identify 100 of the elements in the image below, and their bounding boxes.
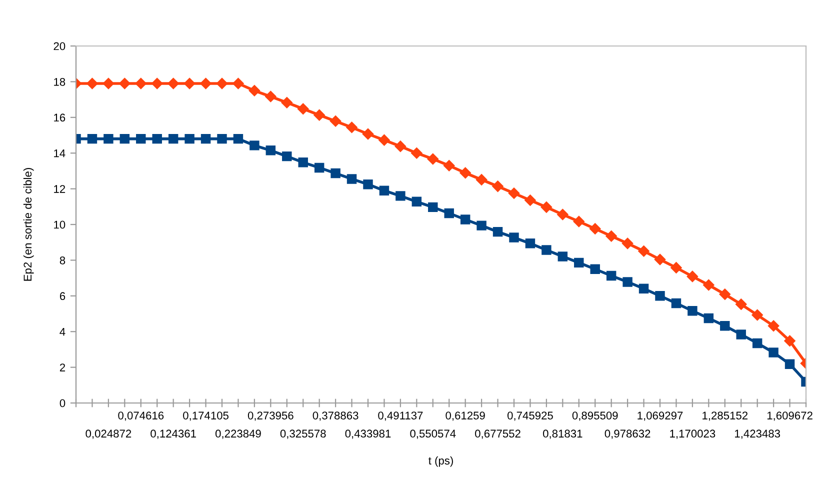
point bbox=[768, 320, 780, 332]
point bbox=[508, 188, 520, 199]
point bbox=[736, 330, 746, 340]
point bbox=[379, 186, 390, 196]
x-tick-label: 0,325578 bbox=[280, 430, 326, 439]
point bbox=[719, 288, 730, 300]
point bbox=[412, 196, 422, 207]
point bbox=[606, 230, 617, 242]
point bbox=[460, 214, 470, 224]
point bbox=[184, 78, 196, 90]
point bbox=[298, 158, 308, 168]
point bbox=[378, 134, 390, 146]
y-axis-title: Ep2 (en sortie de cible) bbox=[23, 168, 34, 281]
point bbox=[525, 238, 536, 248]
point bbox=[87, 134, 98, 144]
x-tick-label: 0,745925 bbox=[507, 412, 553, 421]
point bbox=[330, 116, 342, 127]
x-tick-label: 1,069297 bbox=[638, 412, 683, 421]
point bbox=[573, 216, 584, 228]
point bbox=[200, 78, 212, 90]
point bbox=[736, 298, 747, 310]
y-tick-label: 6 bbox=[60, 292, 66, 300]
y-tick-label: 8 bbox=[60, 256, 66, 264]
point bbox=[250, 140, 260, 150]
y-tick-label: 14 bbox=[54, 149, 66, 158]
point bbox=[509, 232, 519, 242]
point bbox=[346, 174, 357, 184]
x-tick-label: 0,81831 bbox=[543, 430, 582, 439]
y-tick-label: 16 bbox=[54, 114, 66, 122]
point bbox=[362, 128, 374, 140]
y-tick-label: 2 bbox=[60, 364, 66, 372]
point bbox=[152, 134, 162, 144]
point bbox=[557, 208, 568, 220]
point bbox=[428, 202, 438, 212]
point bbox=[654, 254, 666, 266]
x-tick-label: 0,433981 bbox=[345, 430, 391, 439]
point bbox=[232, 78, 244, 90]
point bbox=[622, 277, 632, 287]
point bbox=[768, 348, 778, 358]
point bbox=[411, 147, 422, 159]
y-tick-label: 10 bbox=[54, 220, 66, 229]
x-tick-label: 0,024872 bbox=[86, 430, 132, 439]
point bbox=[265, 90, 276, 102]
y-tick-label: 4 bbox=[60, 328, 66, 336]
point bbox=[444, 208, 454, 218]
x-tick-label: 0,273956 bbox=[248, 412, 294, 421]
point bbox=[688, 306, 698, 316]
point bbox=[638, 245, 650, 257]
point bbox=[427, 153, 438, 165]
point bbox=[394, 140, 406, 152]
point bbox=[346, 122, 358, 133]
x-tick-label: 1,170023 bbox=[670, 430, 716, 439]
point bbox=[638, 284, 649, 294]
point bbox=[720, 321, 730, 331]
x-tick-label: 0,677552 bbox=[475, 430, 520, 439]
point bbox=[606, 270, 616, 281]
point bbox=[168, 78, 179, 90]
point bbox=[102, 78, 114, 90]
point bbox=[248, 85, 260, 96]
point bbox=[396, 191, 406, 201]
point bbox=[670, 262, 682, 274]
point bbox=[460, 167, 471, 179]
point bbox=[282, 151, 292, 162]
point bbox=[444, 160, 455, 172]
point bbox=[281, 96, 292, 108]
point bbox=[266, 146, 276, 156]
y-tick-label: 0 bbox=[60, 399, 66, 408]
point bbox=[752, 309, 763, 321]
point bbox=[671, 298, 682, 308]
x-axis-title: t (ps) bbox=[428, 456, 453, 467]
x-tick-label: 0,61259 bbox=[446, 412, 485, 421]
point bbox=[524, 194, 536, 206]
point bbox=[590, 264, 600, 274]
point bbox=[152, 78, 163, 90]
point bbox=[752, 338, 762, 348]
x-tick-label: 0,978632 bbox=[604, 430, 650, 439]
y-tick-label: 20 bbox=[54, 42, 66, 50]
x-tick-label: 1,423483 bbox=[735, 430, 780, 439]
x-tick-label: 0,074616 bbox=[118, 412, 164, 421]
point bbox=[314, 162, 324, 173]
point bbox=[492, 180, 504, 192]
point bbox=[622, 238, 634, 250]
point bbox=[104, 134, 114, 144]
point bbox=[363, 179, 373, 190]
point bbox=[574, 258, 584, 268]
x-tick-label: 0,174105 bbox=[183, 412, 228, 421]
point bbox=[184, 134, 194, 144]
point bbox=[686, 270, 698, 282]
point bbox=[86, 78, 98, 90]
point bbox=[492, 226, 503, 237]
x-tick-label: 1,609672 bbox=[767, 412, 812, 421]
point bbox=[233, 134, 244, 144]
y-tick-label: 18 bbox=[54, 78, 66, 86]
point bbox=[298, 103, 309, 114]
point bbox=[558, 252, 568, 262]
point bbox=[703, 279, 714, 291]
point bbox=[136, 134, 146, 144]
point bbox=[476, 174, 488, 186]
point bbox=[784, 359, 795, 369]
x-tick-label: 1,285152 bbox=[702, 412, 748, 421]
